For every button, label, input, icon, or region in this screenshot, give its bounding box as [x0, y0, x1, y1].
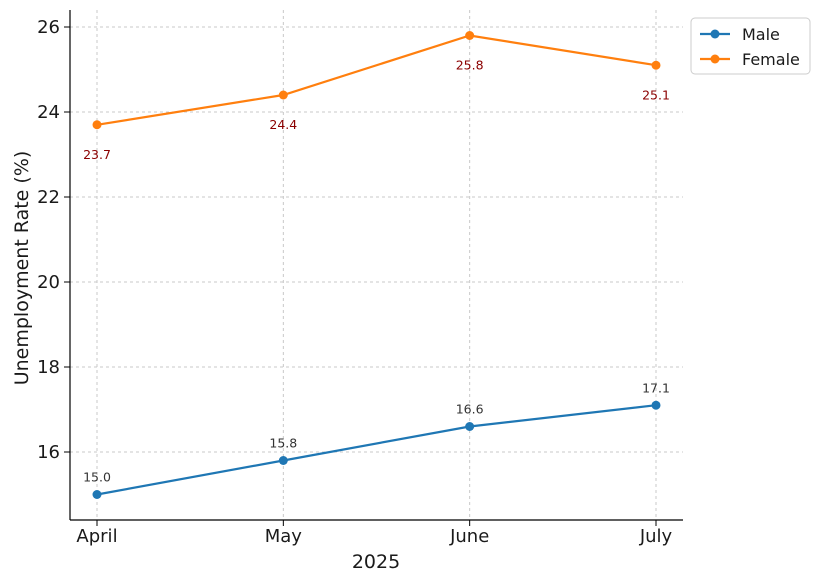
y-tick-label: 20: [37, 272, 60, 293]
legend-label-female: Female: [742, 50, 800, 69]
legend: Male Female: [690, 17, 811, 75]
legend-label-male: Male: [742, 25, 780, 44]
axes: [69, 10, 683, 521]
data-label-female: 25.8: [456, 58, 484, 73]
data-label-male: 15.8: [269, 436, 297, 451]
y-tick-label: 18: [37, 357, 60, 378]
data-point-female: [465, 31, 475, 40]
data-point-female: [92, 120, 102, 130]
y-tick-label: 16: [37, 442, 60, 463]
data-point-male: [278, 456, 288, 465]
data-point-male: [465, 422, 475, 431]
x-tick-label: May: [265, 526, 303, 547]
series-line-male: [96, 404, 657, 496]
x-axis-title: 2025: [352, 551, 400, 573]
data-point-male: [651, 400, 661, 410]
grid-lines: [70, 10, 683, 520]
legend-marker-male: [710, 29, 720, 39]
data-label-female: 23.7: [83, 147, 111, 162]
data-point-male: [92, 490, 102, 499]
y-tick-label: 26: [37, 17, 60, 38]
data-label-male: 16.6: [456, 402, 484, 417]
y-ticks: 16 18 20 22 24 26: [37, 17, 70, 463]
y-tick-label: 24: [37, 102, 60, 123]
series-line-female: [96, 34, 657, 126]
data-label-male: 17.1: [642, 380, 670, 395]
y-tick-label: 22: [37, 187, 60, 208]
series-group: [92, 31, 661, 499]
data-label-male: 15.0: [83, 470, 111, 485]
x-tick-label: June: [449, 526, 489, 547]
data-label-female: 24.4: [269, 117, 297, 132]
data-point-female: [651, 60, 661, 70]
data-point-female: [278, 90, 288, 100]
x-tick-label: April: [76, 526, 117, 547]
x-ticks: April May June July: [76, 520, 673, 547]
legend-marker-female: [710, 54, 720, 64]
y-axis-title: Unemployment Rate (%): [11, 151, 33, 386]
data-label-female: 25.1: [642, 87, 670, 102]
x-tick-label: July: [639, 526, 673, 547]
data-labels: 15.0 15.8 16.6 17.1 23.7 24.4 25.8 25.1: [83, 58, 670, 485]
